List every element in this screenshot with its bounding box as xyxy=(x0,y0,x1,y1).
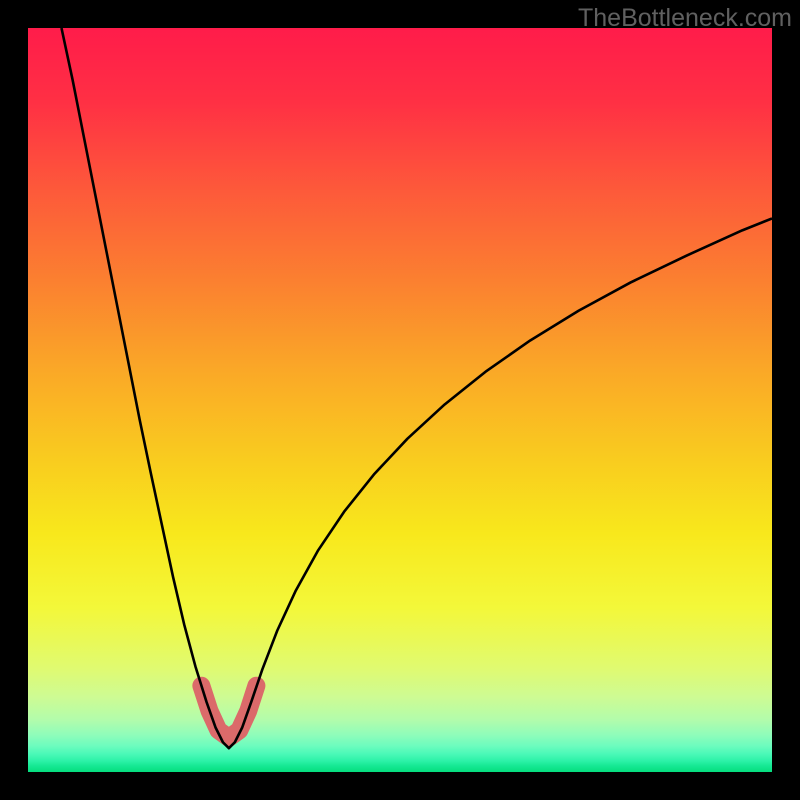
chart-container: TheBottleneck.com xyxy=(0,0,800,800)
main-curve xyxy=(61,28,772,748)
bottleneck-curve xyxy=(28,28,772,772)
attribution-text: TheBottleneck.com xyxy=(578,4,792,33)
plot-area xyxy=(28,28,772,772)
